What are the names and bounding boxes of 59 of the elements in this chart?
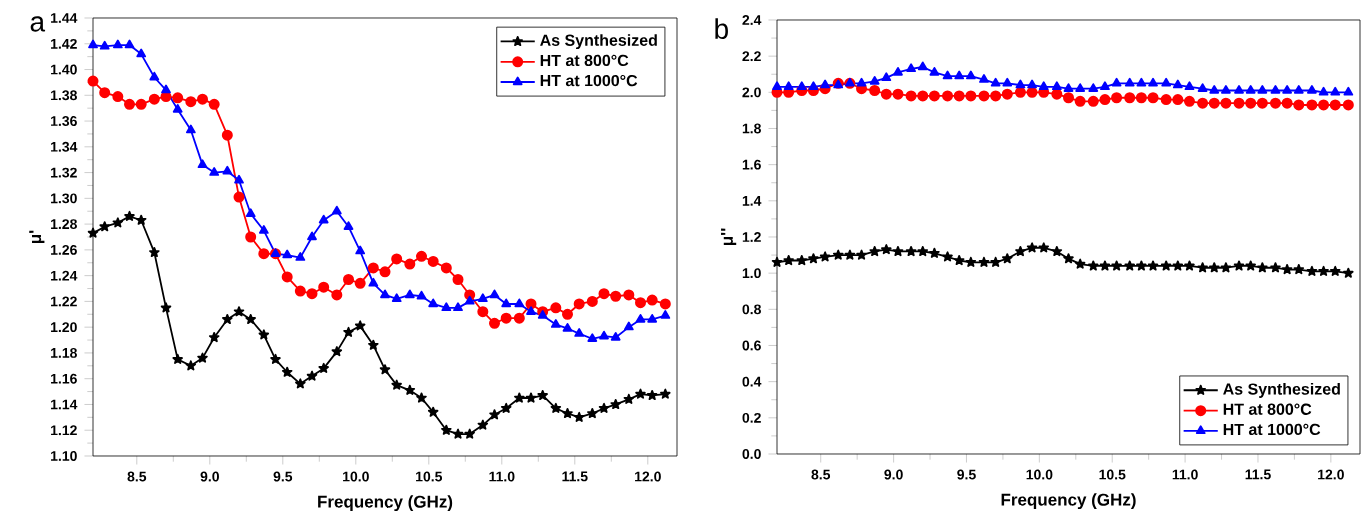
x-tick-label: 11.0 — [1172, 469, 1198, 480]
legend-label: HT at 1000°C — [1223, 423, 1321, 436]
y-tick-label: 1.12 — [51, 425, 77, 436]
legend-label: As Synthesized — [1223, 382, 1340, 398]
x-tick-label: 9.0 — [200, 471, 219, 482]
y-tick-label: 2.4 — [742, 15, 762, 25]
legend-label: HT at 1000°C — [540, 74, 638, 87]
x-tick-label: 9.5 — [957, 469, 976, 480]
x-tick-label: 10.0 — [1026, 469, 1053, 480]
y-tick-label: 0.4 — [742, 376, 762, 387]
y-tick-label: 1.18 — [51, 347, 77, 358]
legend-label: HT at 800°C — [540, 54, 629, 67]
y-tick-label: 1.38 — [51, 90, 77, 101]
y-tick-label: 1.32 — [51, 167, 77, 178]
x-tick-label: 12.0 — [1318, 469, 1344, 480]
x-tick-label: 11.0 — [489, 471, 515, 482]
y-tick-label: 1.4 — [742, 196, 762, 206]
x-tick-label: 11.5 — [562, 471, 588, 482]
y-tick-label: 1.20 — [51, 322, 77, 333]
y-tick-label: 1.40 — [51, 64, 77, 75]
text: b — [715, 18, 728, 39]
y-tick-label: 1.28 — [51, 219, 77, 230]
x-axis-title: Frequency (GHz) — [1001, 493, 1136, 510]
y-axis-title: μ'' — [721, 228, 737, 246]
x-tick-label: 8.5 — [127, 471, 147, 482]
y-tick-label: 1.34 — [51, 141, 78, 152]
legend-label: As Synthesized — [540, 34, 657, 50]
y-tick-label: 1.22 — [51, 296, 77, 307]
y-tick-label: 0.2 — [742, 412, 761, 423]
y-tick-label: 1.6 — [742, 159, 761, 170]
x-tick-label: 10.0 — [343, 471, 369, 482]
x-tick-label: 8.5 — [811, 469, 831, 480]
x-tick-label: 10.5 — [1099, 469, 1126, 480]
y-tick-label: 0.0 — [742, 449, 761, 459]
x-tick-label: 9.0 — [884, 469, 903, 480]
y-axis-title: μ' — [29, 230, 45, 244]
x-axis-title: Frequency (GHz) — [318, 495, 453, 512]
y-tick-label: 1.36 — [51, 116, 77, 127]
text: a — [30, 16, 46, 32]
y-tick-label: 2.2 — [742, 51, 761, 62]
y-tick-label: 1.24 — [51, 270, 78, 281]
x-tick-label: 11.5 — [1245, 469, 1271, 480]
y-tick-label: 1.44 — [51, 13, 78, 23]
y-tick-label: 1.8 — [742, 123, 761, 134]
y-tick-label: 1.0 — [742, 268, 761, 279]
y-tick-label: 0.6 — [742, 340, 761, 351]
y-tick-label: 1.16 — [51, 373, 77, 384]
y-tick-label: 2.0 — [742, 87, 761, 98]
legend-label: HT at 800°C — [1223, 403, 1312, 415]
y-tick-label: 1.10 — [51, 451, 77, 461]
y-tick-label: 1.42 — [51, 38, 77, 49]
y-tick-label: 1.30 — [51, 193, 77, 204]
y-tick-label: 1.26 — [51, 244, 77, 255]
y-tick-label: 1.14 — [51, 399, 78, 410]
x-tick-label: 9.5 — [273, 471, 293, 482]
x-tick-label: 12.0 — [635, 471, 661, 482]
y-tick-label: 1.2 — [742, 232, 761, 242]
x-tick-label: 10.5 — [416, 471, 443, 482]
y-tick-label: 0.8 — [742, 304, 761, 315]
